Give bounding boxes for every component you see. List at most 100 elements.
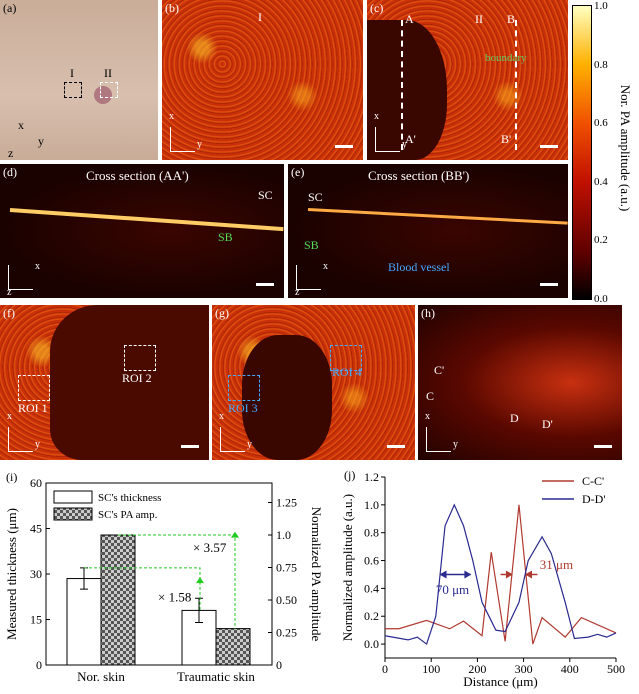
y2-tick-label: 0.25 xyxy=(276,626,297,640)
sc-label: SC xyxy=(258,188,273,202)
bar-pa-amp xyxy=(100,534,136,666)
roi-label-2: ROI 2 xyxy=(122,371,152,385)
sc-layer xyxy=(9,208,284,232)
error-bar xyxy=(195,597,203,624)
wound-region xyxy=(242,335,332,460)
scale-bar xyxy=(540,145,558,148)
wound-region xyxy=(50,305,209,460)
x-tick-label: 300 xyxy=(515,662,533,676)
arrow-head xyxy=(196,577,204,584)
ratio-arrow-thickness xyxy=(84,567,201,612)
y2-tick-label: 1.0 xyxy=(276,528,291,542)
label-c: C xyxy=(426,389,435,403)
colorbar-tick: 0.6 xyxy=(594,117,608,130)
y2-tick-label: 0 xyxy=(276,658,282,672)
arrow-head xyxy=(231,531,239,538)
y-tick-label: 0.2 xyxy=(364,609,379,623)
y-tick-label: 1.0 xyxy=(364,498,379,512)
roi-box-i xyxy=(64,82,82,98)
panel-a-photo: (a) I II x y z xyxy=(0,0,158,160)
roi-box-2 xyxy=(124,345,156,371)
y-tick-label: 0.8 xyxy=(364,526,379,540)
legend-swatch xyxy=(53,490,93,504)
y-axis-label: Measured thickness (μm) xyxy=(4,508,19,640)
legend-swatch xyxy=(53,507,93,521)
colorbar-tick: 0.4 xyxy=(594,175,608,188)
roi-box-1 xyxy=(18,375,50,401)
y-axis-label: Normalized amplitude (a.u.) xyxy=(340,494,355,641)
panel-e-image: (e) Cross section (BB') SC SB Blood vess… xyxy=(288,164,568,298)
legend-label: SC's thickness xyxy=(98,492,161,504)
x-tick-label: Traumatic skin xyxy=(177,669,255,684)
colorbar-tick: 0.2 xyxy=(594,234,608,247)
arrow-heads xyxy=(505,570,532,579)
panel-title: I xyxy=(258,10,262,24)
panel-title: Cross section (BB') xyxy=(368,168,470,183)
panel-label: (g) xyxy=(215,306,229,320)
y-tick-label: 0.0 xyxy=(364,637,379,651)
sb-label: SB xyxy=(218,230,233,244)
label-d: D xyxy=(510,411,519,425)
lesion xyxy=(94,86,112,104)
y-tick-label: 60 xyxy=(30,476,42,490)
y2-tick-label: 1.25 xyxy=(276,496,297,510)
arrow-heads xyxy=(439,570,472,579)
panel-label: (b) xyxy=(165,1,179,15)
x-tick-label: 100 xyxy=(422,662,440,676)
annotation-70um: 70 μm xyxy=(436,582,469,597)
bar-pa-amp xyxy=(215,628,251,666)
sc-label: SC xyxy=(308,190,323,204)
roi-label-i: I xyxy=(70,66,74,80)
panel-label: (e) xyxy=(291,165,305,179)
roi-box-4 xyxy=(330,345,362,371)
bar-thickness xyxy=(66,578,102,666)
axis-z: z xyxy=(8,146,14,160)
x-tick-label: 500 xyxy=(607,662,625,676)
x-axis-label: Distance (μm) xyxy=(463,674,537,689)
panel-label: (h) xyxy=(421,306,435,320)
label-d-prime: D' xyxy=(542,417,553,431)
annotation-31um: 31 μm xyxy=(540,557,573,572)
scale-bar xyxy=(594,445,612,448)
roi-label-1: ROI 1 xyxy=(18,401,48,415)
scale-bar xyxy=(181,445,199,448)
annotation-3-57: × 3.57 xyxy=(193,540,227,555)
y-tick-label: 15 xyxy=(30,613,42,627)
panel-title: II xyxy=(475,12,483,26)
legend-label: C-C' xyxy=(582,474,604,488)
x-tick-label: Nor. skin xyxy=(77,669,125,684)
colorbar-tick: 1.0 xyxy=(594,0,608,12)
scale-bar xyxy=(387,445,405,448)
annotation-1-58: × 1.58 xyxy=(158,589,191,604)
panel-label: (d) xyxy=(3,165,17,179)
x-tick-label: 200 xyxy=(468,662,486,676)
panel-label-j: (j) xyxy=(344,468,356,482)
x-tick-label: 400 xyxy=(561,662,579,676)
roi-label-3: ROI 3 xyxy=(228,401,258,415)
colorbar-tick: 0.0 xyxy=(594,293,608,305)
series-line-c-c xyxy=(385,504,617,645)
legend-label: SC's PA amp. xyxy=(98,509,158,521)
scale-bar xyxy=(335,145,353,148)
sb-label: SB xyxy=(304,238,319,252)
y-tick-label: 1.2 xyxy=(364,470,379,484)
y2-axis-label: Normalized PA amplitude xyxy=(309,507,324,642)
legend-label: D-D' xyxy=(582,492,606,506)
line-aa xyxy=(401,20,403,150)
label-b-prime: B' xyxy=(501,132,512,146)
y-tick-label: 0 xyxy=(36,658,42,672)
axis-x: x xyxy=(18,118,24,132)
y-tick-label: 30 xyxy=(30,567,42,581)
y-tick-label: 45 xyxy=(30,522,42,536)
colorbar xyxy=(572,5,592,300)
